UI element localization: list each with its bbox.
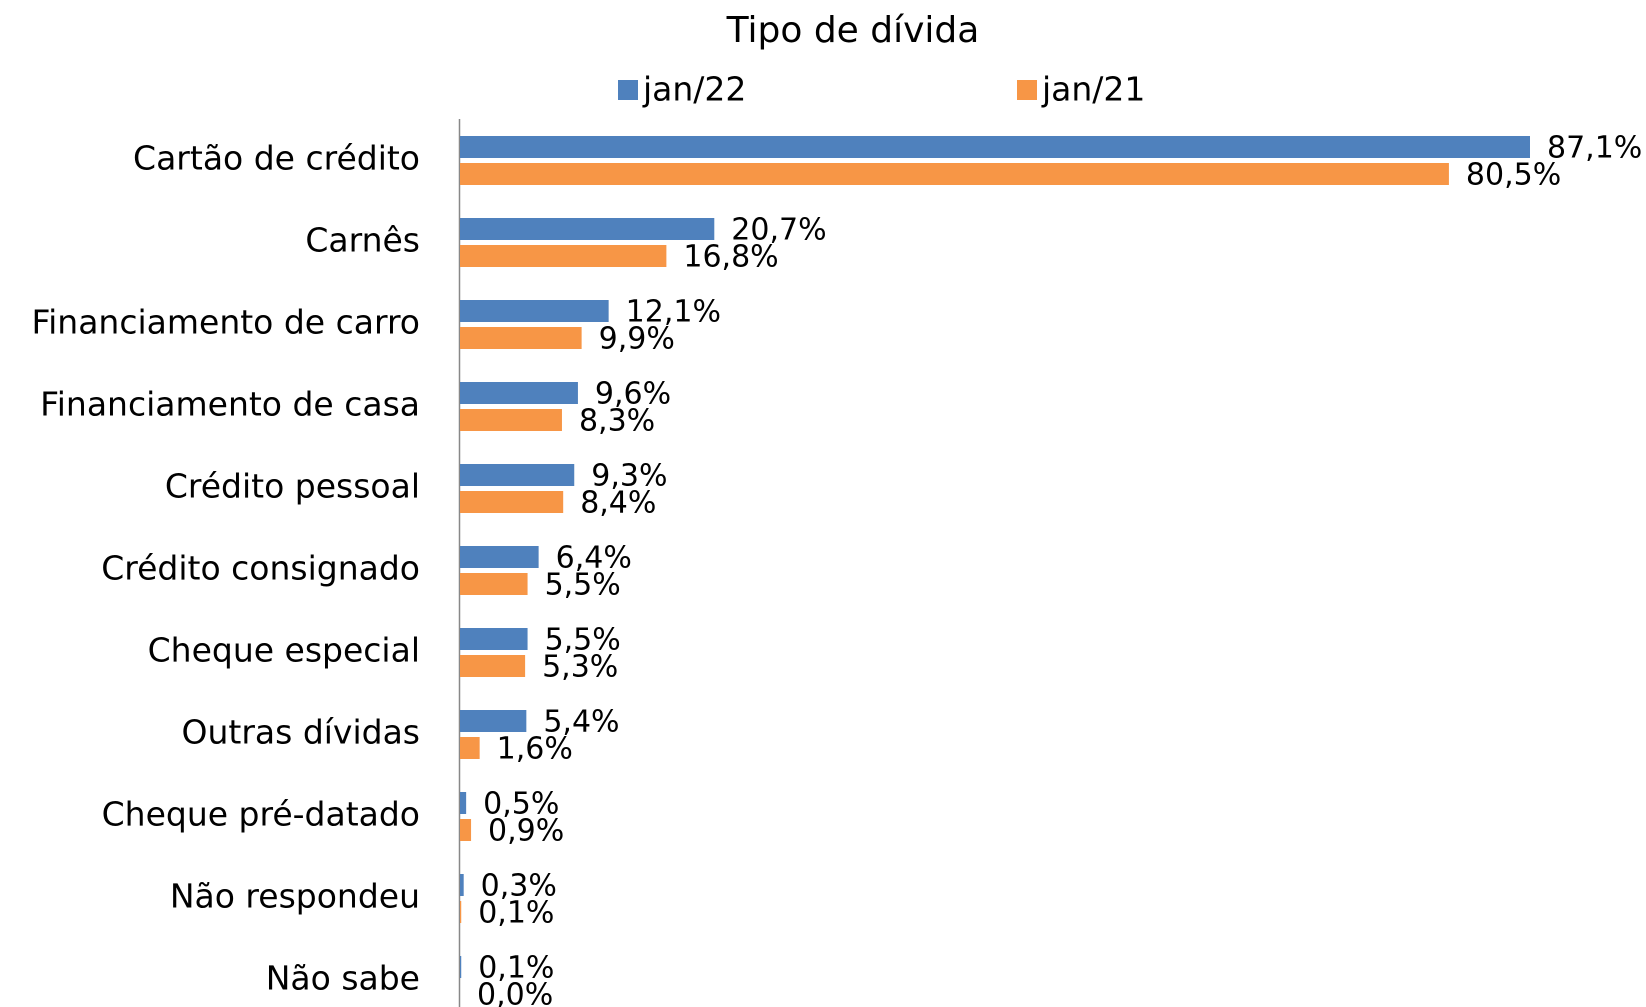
value-label: 0,1% — [478, 951, 554, 986]
bar — [460, 300, 609, 322]
bar — [460, 245, 667, 267]
bar — [460, 218, 715, 240]
value-label: 12,1% — [626, 295, 721, 330]
y-tick-label: Cartão de crédito — [133, 139, 420, 178]
value-label: 8,4% — [580, 486, 656, 521]
y-tick-label: Cheque pré-datado — [102, 795, 420, 834]
legend-label: jan/21 — [1041, 70, 1145, 109]
legend-swatch — [1017, 80, 1037, 100]
value-label: 0,0% — [477, 978, 553, 1007]
y-tick-label: Crédito pessoal — [165, 467, 420, 506]
value-label: 1,6% — [497, 732, 573, 767]
chart-title: Tipo de dívida — [726, 10, 980, 51]
y-tick-label: Não sabe — [266, 959, 420, 998]
y-tick-label: Cheque especial — [148, 631, 420, 670]
bar — [460, 737, 480, 759]
bar — [460, 136, 1530, 158]
value-label: 9,9% — [599, 322, 675, 357]
y-tick-label: Outras dívidas — [182, 713, 420, 752]
value-label: 5,4% — [543, 705, 619, 740]
value-label: 87,1% — [1547, 131, 1642, 166]
value-label: 6,4% — [556, 541, 632, 576]
value-label: 0,3% — [481, 869, 557, 904]
value-label: 20,7% — [731, 213, 826, 248]
value-label: 0,9% — [488, 814, 564, 849]
bar — [460, 327, 582, 349]
bar — [460, 874, 464, 896]
y-tick-label: Financiamento de carro — [32, 303, 420, 342]
bar — [460, 819, 472, 841]
bar — [460, 163, 1449, 185]
bar — [460, 546, 539, 568]
y-tick-label: Financiamento de casa — [40, 385, 420, 424]
bar — [460, 792, 467, 814]
bar — [460, 655, 526, 677]
y-tick-label: Crédito consignado — [101, 549, 420, 588]
value-label: 9,6% — [595, 377, 671, 412]
bar — [460, 382, 578, 404]
value-label: 5,3% — [542, 650, 618, 685]
bar — [460, 573, 528, 595]
value-label: 0,1% — [478, 896, 554, 931]
value-label: 9,3% — [591, 459, 667, 494]
value-label: 5,5% — [545, 623, 621, 658]
value-label: 16,8% — [683, 240, 778, 275]
value-label: 8,3% — [579, 404, 655, 439]
y-tick-label: Carnês — [305, 221, 420, 260]
bar — [460, 491, 564, 513]
bar — [460, 710, 527, 732]
bar — [460, 956, 462, 978]
value-label: 5,5% — [545, 568, 621, 603]
y-tick-label: Não respondeu — [170, 877, 420, 916]
value-label: 0,5% — [483, 787, 559, 822]
bar — [460, 409, 562, 431]
legend-swatch — [618, 80, 638, 100]
legend-label: jan/22 — [642, 70, 746, 109]
value-label: 80,5% — [1466, 158, 1561, 193]
bar — [460, 464, 575, 486]
bar — [460, 901, 462, 923]
bar — [460, 628, 528, 650]
